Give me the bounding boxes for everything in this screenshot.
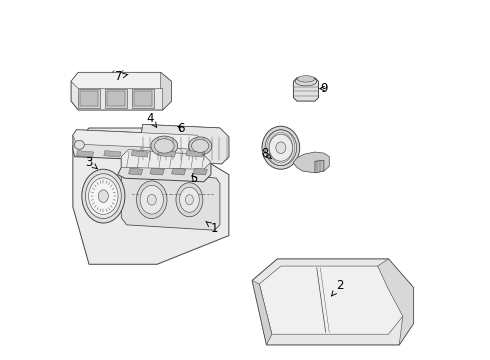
Ellipse shape — [147, 194, 156, 205]
Polygon shape — [134, 91, 152, 107]
Ellipse shape — [74, 140, 84, 149]
Polygon shape — [80, 91, 98, 107]
Text: 8: 8 — [261, 147, 271, 159]
Polygon shape — [132, 89, 153, 108]
Text: 2: 2 — [332, 279, 344, 296]
Polygon shape — [105, 89, 126, 108]
Text: 7: 7 — [115, 70, 128, 83]
Polygon shape — [378, 259, 414, 345]
Ellipse shape — [189, 137, 212, 155]
Text: 3: 3 — [85, 156, 98, 169]
Polygon shape — [118, 149, 211, 182]
Ellipse shape — [85, 174, 122, 219]
Polygon shape — [158, 150, 176, 157]
Ellipse shape — [98, 190, 108, 202]
Ellipse shape — [297, 76, 315, 82]
Polygon shape — [252, 259, 414, 345]
Ellipse shape — [151, 136, 178, 156]
Polygon shape — [141, 125, 229, 164]
Ellipse shape — [269, 134, 293, 161]
Polygon shape — [293, 152, 329, 173]
Polygon shape — [71, 72, 172, 89]
Polygon shape — [161, 72, 171, 110]
Polygon shape — [131, 150, 148, 157]
Polygon shape — [73, 130, 207, 162]
Text: 1: 1 — [206, 221, 218, 235]
Ellipse shape — [265, 130, 296, 166]
Polygon shape — [132, 125, 229, 164]
Text: 5: 5 — [191, 172, 198, 185]
Polygon shape — [259, 266, 403, 334]
Polygon shape — [294, 78, 318, 101]
Polygon shape — [252, 280, 272, 345]
Polygon shape — [186, 150, 203, 157]
Text: 9: 9 — [320, 82, 328, 95]
Ellipse shape — [82, 169, 125, 223]
Ellipse shape — [89, 178, 118, 215]
Ellipse shape — [186, 195, 194, 205]
Polygon shape — [107, 91, 125, 107]
Text: 6: 6 — [177, 122, 184, 135]
Text: 4: 4 — [146, 112, 157, 127]
Ellipse shape — [154, 139, 174, 153]
Polygon shape — [122, 167, 220, 230]
Polygon shape — [122, 149, 211, 169]
Polygon shape — [172, 168, 186, 175]
Ellipse shape — [295, 77, 317, 86]
Polygon shape — [76, 150, 94, 157]
Ellipse shape — [179, 187, 199, 212]
Polygon shape — [315, 160, 324, 173]
Polygon shape — [78, 89, 100, 108]
Polygon shape — [71, 72, 172, 110]
Ellipse shape — [276, 142, 286, 153]
Ellipse shape — [137, 181, 167, 219]
Polygon shape — [104, 150, 121, 157]
Ellipse shape — [192, 139, 209, 152]
Ellipse shape — [140, 185, 164, 214]
Polygon shape — [73, 130, 207, 149]
Ellipse shape — [176, 183, 203, 217]
Polygon shape — [150, 168, 164, 175]
Polygon shape — [73, 128, 229, 264]
Polygon shape — [193, 168, 207, 175]
Ellipse shape — [262, 126, 300, 169]
Polygon shape — [128, 168, 143, 175]
